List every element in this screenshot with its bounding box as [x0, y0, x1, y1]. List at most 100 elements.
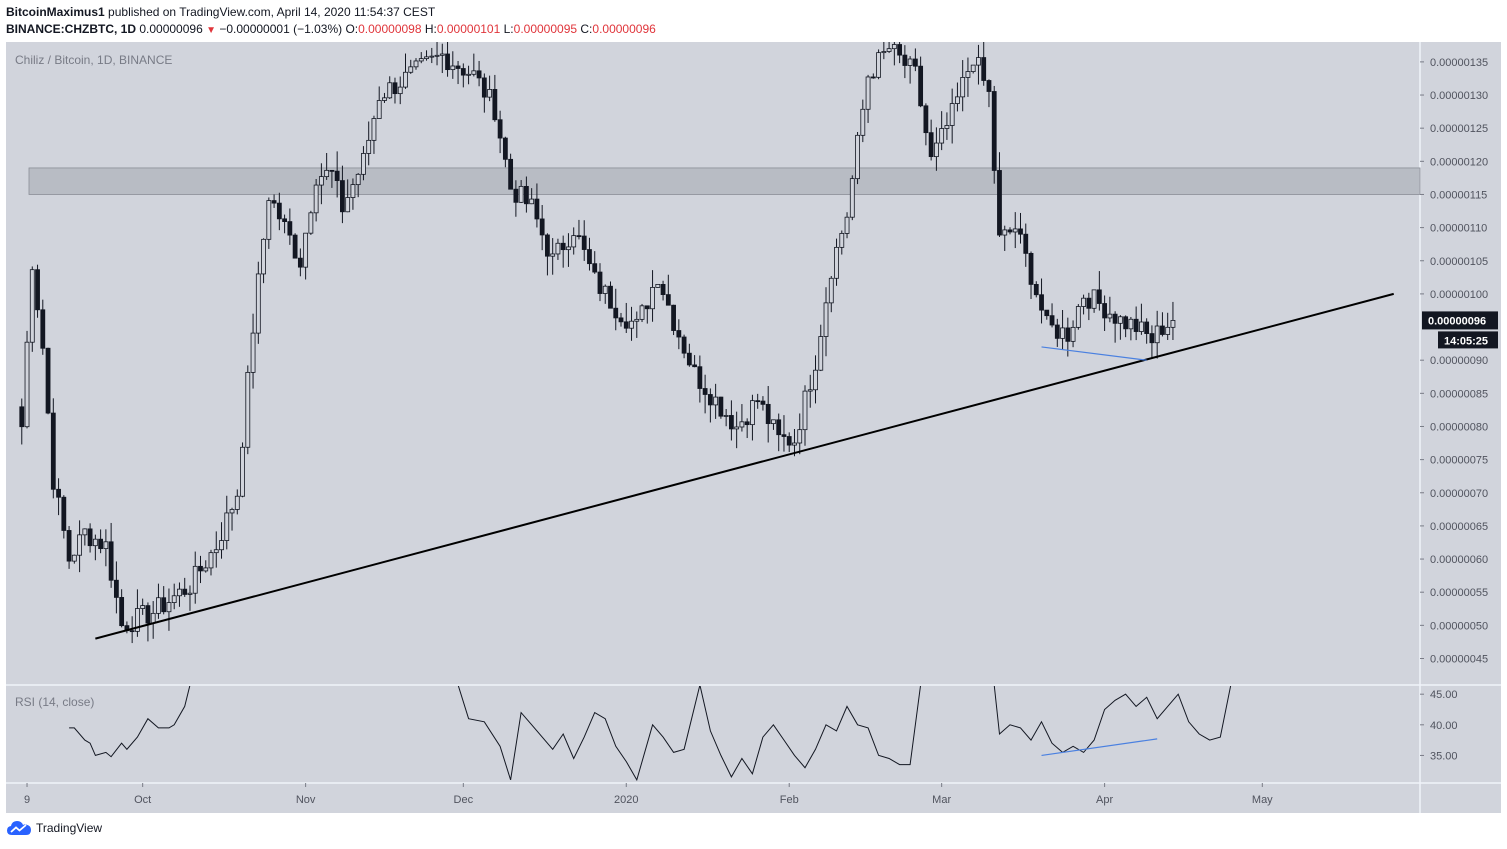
price-tick-label: 0.00000110	[1430, 223, 1487, 235]
candle	[376, 86, 382, 119]
candle	[508, 153, 514, 190]
candle-body	[376, 100, 382, 119]
candle-body	[555, 242, 561, 255]
candle	[781, 415, 787, 452]
tradingview-cloud-icon[interactable]	[6, 820, 32, 836]
candle-body	[523, 185, 529, 205]
candle	[98, 529, 104, 554]
candle-body	[1002, 229, 1008, 236]
candle-body	[781, 434, 787, 437]
candle	[292, 233, 298, 259]
candle	[576, 219, 582, 240]
candle	[976, 44, 981, 85]
price-tick-label: 0.00000050	[1430, 620, 1488, 632]
candle-body	[371, 118, 377, 141]
candle	[828, 276, 834, 313]
candle	[560, 235, 566, 268]
candle-body	[334, 170, 340, 181]
candle-body	[345, 197, 351, 213]
price-tick-label: 0.00000085	[1430, 388, 1488, 400]
candle-body	[224, 512, 230, 541]
candle-body	[40, 309, 46, 349]
candle-body	[24, 341, 30, 428]
candle-body	[156, 597, 161, 614]
candle	[156, 583, 161, 619]
candle	[692, 355, 698, 368]
rsi-divergence-line	[1041, 738, 1158, 757]
chart-frame[interactable]: Chiliz / Bitcoin, 1D, BINANCE 0.00000135 0…	[6, 42, 1501, 813]
symbol-label: BINANCE:CHZBTC, 1D	[6, 22, 136, 36]
candle-body	[397, 86, 403, 95]
candle	[229, 507, 235, 531]
candle-body	[560, 242, 566, 251]
candle-body	[135, 608, 140, 632]
candle-body	[418, 58, 424, 62]
candle	[639, 303, 645, 323]
candle-body	[429, 55, 435, 58]
footer-brand[interactable]: TradingView	[36, 821, 103, 835]
candle	[965, 57, 971, 97]
candle-body	[1007, 229, 1013, 233]
candle-body	[923, 105, 929, 134]
author-name[interactable]: BitcoinMaximus1	[6, 5, 105, 19]
candle-body	[592, 263, 598, 273]
candle	[276, 192, 282, 231]
time-tick-label: Nov	[296, 794, 316, 806]
candle-body	[313, 184, 319, 214]
high-value: 0.00000101	[436, 22, 501, 36]
candle	[707, 388, 713, 423]
candle-body	[991, 91, 997, 171]
candle-body	[865, 76, 871, 110]
ohlc-line: BINANCE:CHZBTC, 1D 0.00000096 ▼ −0.00000…	[6, 22, 656, 36]
candle-body	[1012, 228, 1018, 233]
candle-body	[50, 412, 56, 490]
candle	[991, 85, 997, 184]
candle-body	[629, 320, 634, 329]
chart-canvas[interactable]: Chiliz / Bitcoin, 1D, BINANCE 0.00000135 0…	[6, 42, 1501, 813]
candle-body	[634, 318, 640, 322]
candle-body	[445, 53, 450, 71]
candle-body	[287, 221, 293, 236]
time-tick-label: Dec	[454, 794, 474, 806]
candle-body	[671, 304, 676, 331]
low-value: 0.00000095	[513, 22, 578, 36]
candles	[19, 42, 1176, 644]
candle-body	[408, 66, 414, 73]
time-tick-label: Feb	[780, 794, 799, 806]
candle-body	[182, 588, 188, 595]
candle	[1170, 301, 1176, 341]
price-tick-label: 0.00000125	[1430, 123, 1488, 135]
candle	[471, 53, 477, 77]
candle	[445, 42, 450, 77]
footer: TradingView	[6, 820, 102, 836]
candle	[713, 383, 719, 419]
candle-body	[476, 70, 482, 79]
candle-body	[986, 80, 992, 92]
candle-body	[949, 103, 955, 126]
chart-title: Chiliz / Bitcoin, 1D, BINANCE	[15, 53, 172, 67]
price-tick-label: 0.00000105	[1430, 256, 1488, 268]
candle-body	[676, 330, 682, 338]
price-axis-bg	[1420, 42, 1501, 783]
candle-body	[797, 429, 803, 444]
candle-body	[413, 60, 419, 68]
candle	[492, 74, 498, 122]
candle-body	[1107, 313, 1113, 319]
rsi-tick-label: 40.00	[1430, 720, 1458, 732]
candle-body	[834, 246, 839, 279]
candle-body	[944, 125, 950, 129]
candle	[1165, 312, 1171, 340]
candle-body	[818, 336, 824, 371]
candle-body	[45, 347, 51, 414]
candle-body	[61, 496, 67, 531]
rsi-tick-label: 45.00	[1430, 689, 1458, 701]
candle	[413, 58, 419, 70]
rsi-line	[993, 686, 1232, 754]
candle	[744, 418, 750, 439]
candle-body	[918, 65, 924, 107]
candle-body	[303, 232, 309, 268]
candle	[45, 347, 51, 415]
candle-body	[1112, 313, 1118, 324]
candle	[928, 119, 934, 161]
candle	[613, 288, 619, 331]
